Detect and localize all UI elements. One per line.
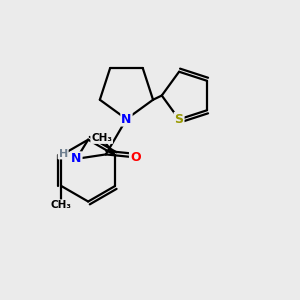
Text: N: N (121, 112, 132, 126)
Text: CH₃: CH₃ (51, 200, 72, 210)
Text: CH₃: CH₃ (91, 133, 112, 143)
Text: O: O (130, 151, 141, 164)
Text: N: N (71, 152, 82, 165)
Text: H: H (58, 148, 68, 158)
Text: S: S (175, 113, 184, 126)
